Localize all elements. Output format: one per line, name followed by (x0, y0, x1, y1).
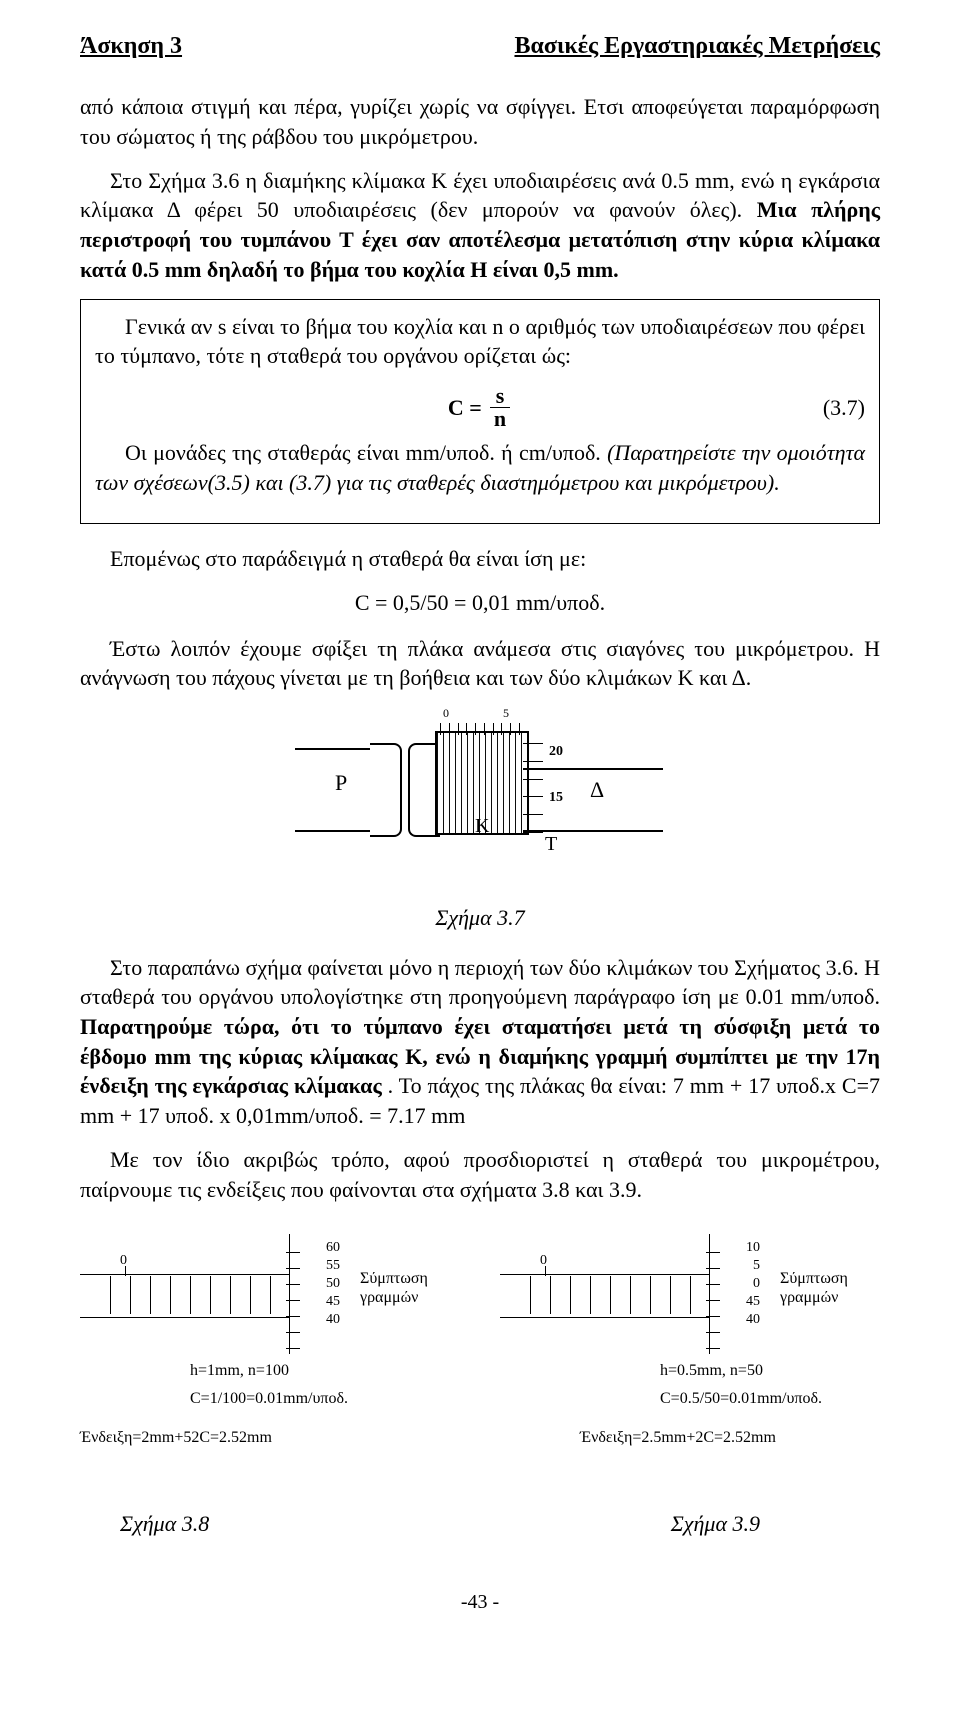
figures-38-39-row: 0 60 55 50 45 40 Σύμπτωση γραμμών h=1mm,… (80, 1234, 880, 1449)
fig39-side-label: Σύμπτωση γραμμών (780, 1269, 880, 1307)
paragraph-5: Στο παραπάνω σχήμα φαίνεται μόνο η περιο… (80, 953, 880, 1131)
paragraph-5a: Στο παραπάνω σχήμα φαίνεται μόνο η περιο… (80, 955, 880, 1010)
formula: C = s n (448, 385, 512, 430)
fig38-line1: h=1mm, n=100 (190, 1360, 460, 1382)
box-tail-plain: Οι μονάδες της σταθεράς είναι mm/υποδ. ή… (125, 440, 607, 465)
header-left: Άσκηση 3 (80, 30, 182, 62)
fig38-result: Ένδειξη=2mm+52C=2.52mm (80, 1427, 460, 1449)
fig37-vticks (523, 743, 535, 833)
figure-3-8: 0 60 55 50 45 40 Σύμπτωση γραμμών h=1mm,… (80, 1234, 460, 1449)
fig37-K-label: K (475, 813, 489, 840)
fig38-line2: C=1/100=0.01mm/υποδ. (190, 1388, 460, 1410)
fig37-P-label: P (335, 768, 347, 798)
box-tail: Οι μονάδες της σταθεράς είναι mm/υποδ. ή… (95, 438, 865, 497)
equation-3-7: C = s n (3.7) (95, 385, 865, 430)
fig37-tick-0: 0 (443, 705, 449, 721)
fig39-scale: 0 10 5 0 45 40 Σύμπτωση γραμμών (500, 1234, 880, 1354)
fraction-den: n (488, 408, 512, 430)
equation-number: (3.7) (823, 393, 865, 423)
paragraph-2: Στο Σχήμα 3.6 η διαμήκης κλίμακα K έχει … (80, 166, 880, 285)
fig39-vnums: 10 5 0 45 40 (746, 1239, 760, 1329)
definition-box: Γενικά αν s είναι το βήμα του κοχλία και… (80, 299, 880, 525)
fig37-r15: 15 (549, 789, 563, 808)
fig38-vnums: 60 55 50 45 40 (326, 1239, 340, 1329)
fig38-side-label: Σύμπτωση γραμμών (360, 1269, 460, 1307)
equation-C: C = 0,5/50 = 0,01 mm/υποδ. (80, 588, 880, 618)
figure-3-7: P 0 5 20 15 K Δ T (295, 713, 665, 873)
page-footer: -43 - (80, 1589, 880, 1616)
fraction-num: s (490, 385, 511, 408)
page: Άσκηση 3 Βασικές Εργαστηριακές Μετρήσεις… (0, 0, 960, 1656)
page-header: Άσκηση 3 Βασικές Εργαστηριακές Μετρήσεις (80, 30, 880, 62)
fig37-tick-5: 5 (503, 705, 509, 721)
paragraph-4: Έστω λοιπόν έχουμε σφίξει τη πλάκα ανάμε… (80, 634, 880, 693)
fig37-body (295, 748, 370, 832)
paragraph-3: Επομένως στο παράδειγμά η σταθερά θα είν… (80, 544, 880, 574)
fig39-result: Ένδειξη=2.5mm+2C=2.52mm (580, 1427, 880, 1449)
figure-3-9-caption: Σχήμα 3.9 (671, 1509, 760, 1539)
fraction: s n (488, 385, 512, 430)
formula-left: C = (448, 393, 482, 423)
fig37-r20: 20 (549, 743, 563, 762)
fig37-D-label: Δ (590, 775, 604, 805)
fig37-hticks (440, 723, 520, 735)
fig-captions-row: Σχήμα 3.8 Σχήμα 3.9 (80, 1509, 880, 1539)
figure-3-9: 0 10 5 0 45 40 Σύμπτωση γραμμών h=0.5mm,… (500, 1234, 880, 1449)
fig39-line2: C=0.5/50=0.01mm/υποδ. (660, 1388, 880, 1410)
paragraph-1: από κάποια στιγμή και πέρα, γυρίζει χωρί… (80, 92, 880, 151)
fig38-scale: 0 60 55 50 45 40 Σύμπτωση γραμμών (80, 1234, 460, 1354)
header-right: Βασικές Εργαστηριακές Μετρήσεις (514, 30, 880, 62)
figure-3-8-caption: Σχήμα 3.8 (120, 1509, 209, 1539)
fig37-T-label: T (545, 831, 557, 858)
paragraph-6: Με τον ίδιο ακριβώς τρόπο, αφού προσδιορ… (80, 1145, 880, 1204)
fig37-gap (370, 743, 420, 833)
box-lead: Γενικά αν s είναι το βήμα του κοχλία και… (95, 312, 865, 371)
figure-3-7-caption: Σχήμα 3.7 (80, 903, 880, 933)
fig39-line1: h=0.5mm, n=50 (660, 1360, 880, 1382)
